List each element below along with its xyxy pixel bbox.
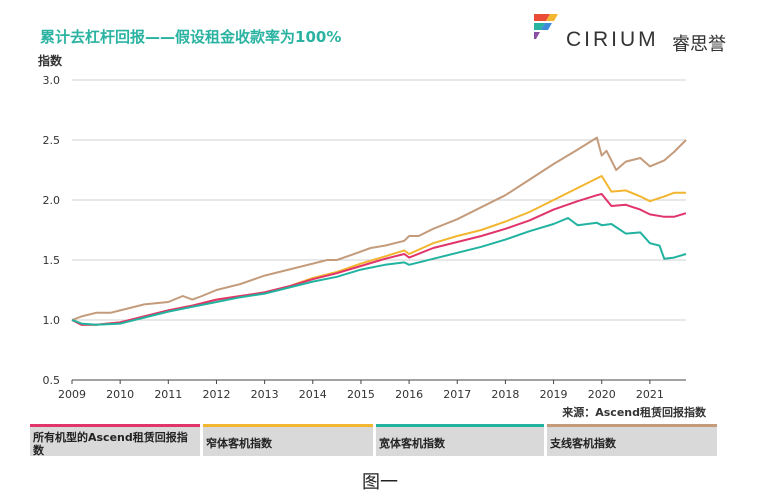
brand-name: CIRIUM [566, 28, 659, 51]
y-tick-label: 1.0 [43, 314, 61, 327]
logo-yellow-shape [546, 14, 558, 21]
series-lines [71, 136, 687, 326]
cirium-logo-icon [534, 14, 558, 39]
figure-caption: 图一 [362, 472, 398, 493]
legend-label-regional: 支线客机指数 [550, 437, 616, 450]
y-tick-label: 0.5 [43, 374, 61, 387]
x-tick-label: 2011 [154, 388, 182, 401]
line-chart: 0.51.01.52.02.53.0 2009 2010 2011 2012 2013 2… [43, 74, 687, 401]
x-tick-label: 2021 [636, 388, 664, 401]
y-tick-label: 2.0 [43, 194, 61, 207]
x-tick-label: 2015 [347, 388, 375, 401]
series-line [71, 217, 687, 326]
source-note: 来源：Ascend租赁回报指数 [562, 406, 706, 419]
legend-label-narrowbody: 窄体客机指数 [206, 437, 272, 450]
chart-title: 累计去杠杆回报——假设租金收款率为100% [40, 28, 342, 46]
x-tick-label: 2020 [588, 388, 616, 401]
y-tick-labels: 0.5 1.0 1.5 2.0 2.5 3.0 [43, 74, 61, 387]
series-line [71, 136, 687, 321]
x-tick-label: 2016 [395, 388, 423, 401]
logo-green-shape [534, 23, 545, 30]
legend-item-regional: 支线客机指数 [547, 424, 717, 456]
legend-item-narrowbody: 窄体客机指数 [203, 424, 373, 456]
logo-blue-shape [541, 23, 552, 30]
logo-purple-shape [534, 32, 540, 39]
y-axis-label: 指数 [38, 54, 63, 68]
legend-label-all: 所有机型的Ascend租赁回报指数 [33, 431, 188, 457]
x-tick-label: 2013 [251, 388, 279, 401]
x-tick-label: 2010 [106, 388, 134, 401]
y-tick-label: 3.0 [43, 74, 61, 87]
x-tick-label: 2014 [299, 388, 327, 401]
y-tick-label: 2.5 [43, 134, 61, 147]
legend-label-widebody: 宽体客机指数 [379, 437, 445, 450]
x-tick-labels: 2009 2010 2011 2012 2013 2014 2015 2016 2017 2018… [58, 388, 664, 401]
x-tick-label: 2017 [443, 388, 471, 401]
x-tick-label: 2019 [540, 388, 568, 401]
x-tick-label: 2012 [202, 388, 230, 401]
logo-red-shape [534, 14, 550, 21]
grid-lines [71, 79, 686, 384]
y-tick-label: 1.5 [43, 254, 61, 267]
x-tick-label: 2018 [491, 388, 519, 401]
series-line [71, 193, 687, 326]
legend-item-widebody: 宽体客机指数 [376, 424, 544, 456]
x-tick-label: 2009 [58, 388, 86, 401]
legend-item-all: 所有机型的Ascend租赁回报指数 [30, 424, 200, 457]
brand-name-cn: 睿思誉 [672, 34, 726, 55]
